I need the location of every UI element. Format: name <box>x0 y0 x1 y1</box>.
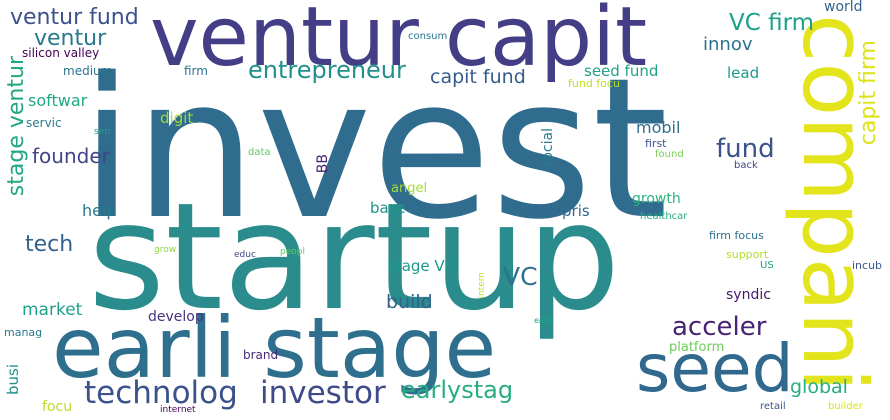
word-syndic: syndic <box>726 287 771 303</box>
word-earli-stage: earli stage <box>52 299 497 397</box>
word-mobil: mobil <box>636 118 681 137</box>
word-servic: servic <box>26 116 62 130</box>
word-builder: builder <box>828 401 863 412</box>
word-busi: busi <box>4 364 22 396</box>
word-market: market <box>22 300 83 320</box>
word-ventur: ventur <box>34 26 107 51</box>
word-softwar: softwar <box>28 91 88 110</box>
word-consum: consum <box>408 31 448 42</box>
word-global: global <box>790 376 848 398</box>
word-us: US <box>760 260 774 271</box>
word-firm: firm <box>184 64 208 78</box>
word-technolog: technolog <box>84 375 238 411</box>
word-data: data <box>248 147 271 158</box>
word-acceler: acceler <box>672 312 767 342</box>
word-investor: investor <box>260 375 386 411</box>
word-support: support <box>726 248 769 261</box>
word-ventur-fund: ventur fund <box>10 5 139 30</box>
word-develop: develop <box>148 309 204 325</box>
word-vc: VC <box>503 262 538 291</box>
word-capit-firm: capit firm <box>856 40 881 146</box>
word-angel: angel <box>391 181 428 196</box>
word-startup: startup <box>88 171 621 343</box>
word-world: world <box>824 0 863 15</box>
word-internet: internet <box>160 405 196 415</box>
word-found: found <box>655 149 684 160</box>
word-retail: retail <box>760 401 786 412</box>
word-seed: seed <box>636 330 794 407</box>
word-stage-ventur: stage ventur <box>4 56 29 197</box>
word-social: social <box>540 128 556 168</box>
word-seri: seri <box>94 127 111 137</box>
word-lead: lead <box>727 64 760 82</box>
word-platform: platform <box>669 340 725 355</box>
word-manag: manag <box>4 326 43 339</box>
word-first: first <box>645 137 667 150</box>
word-ventur-capit: ventur capit <box>150 0 648 85</box>
word-entrepreneur: entrepreneur <box>248 56 406 84</box>
word-innov: innov <box>703 34 753 55</box>
word-brand: brand <box>243 348 279 362</box>
word-tech: tech <box>25 232 74 257</box>
word-healthcar: healthcar <box>640 211 688 222</box>
word-help: help <box>82 201 117 220</box>
word-intern: intern <box>477 272 487 299</box>
word-digit: digit <box>160 109 194 127</box>
word-firm-focus: firm focus <box>709 229 764 242</box>
word-peopl: peopl <box>280 247 305 257</box>
word-silicon-valley: silicon valley <box>22 46 100 60</box>
word-focu: focu <box>42 399 73 415</box>
word-vc-firm: VC firm <box>729 10 815 36</box>
word-build: build <box>386 291 433 313</box>
word-bb: BB <box>315 154 331 174</box>
word-enterpris: enterpris <box>522 202 590 220</box>
word-educ: educ <box>234 250 256 260</box>
word-fund: fund <box>716 134 775 164</box>
word-compani: compani <box>783 14 886 392</box>
word-back: back <box>734 160 758 171</box>
word-growth: growth <box>632 191 681 207</box>
word-earli: earli <box>534 316 552 325</box>
word-seed-fund: seed fund <box>584 62 659 80</box>
word-founder: founder <box>32 144 110 168</box>
word-earlystag: earlystag <box>401 376 514 404</box>
word-base: base <box>370 199 406 217</box>
word-grow: grow <box>154 245 177 255</box>
word-medium: medium <box>63 64 113 78</box>
word-fund-focu: fund focu <box>568 77 620 90</box>
word-stage-vc: stage VC <box>388 257 456 275</box>
word-invest: invest <box>80 36 669 262</box>
word-capit-fund: capit fund <box>430 66 526 88</box>
word-incub: incub <box>852 259 883 272</box>
